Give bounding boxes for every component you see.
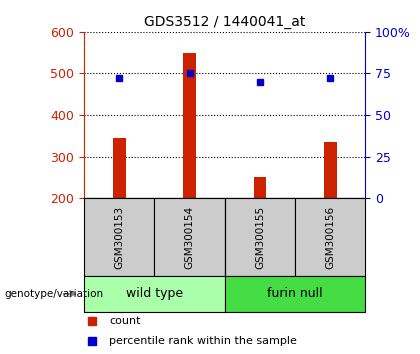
Bar bbox=[183, 53, 196, 198]
Text: wild type: wild type bbox=[126, 287, 183, 300]
Bar bbox=[295, 198, 365, 276]
Text: genotype/variation: genotype/variation bbox=[4, 289, 103, 299]
Bar bbox=[84, 198, 155, 276]
Text: GSM300153: GSM300153 bbox=[114, 206, 124, 269]
Text: GSM300154: GSM300154 bbox=[184, 206, 194, 269]
Text: count: count bbox=[109, 316, 141, 326]
Bar bbox=[84, 276, 225, 312]
Bar bbox=[254, 177, 266, 198]
Bar bbox=[324, 142, 336, 198]
Text: GSM300155: GSM300155 bbox=[255, 206, 265, 269]
Text: percentile rank within the sample: percentile rank within the sample bbox=[109, 336, 297, 346]
Title: GDS3512 / 1440041_at: GDS3512 / 1440041_at bbox=[144, 16, 305, 29]
Bar bbox=[225, 198, 295, 276]
Bar bbox=[155, 198, 225, 276]
Text: GSM300156: GSM300156 bbox=[325, 206, 335, 269]
Bar bbox=[225, 276, 365, 312]
Text: furin null: furin null bbox=[267, 287, 323, 300]
Bar bbox=[113, 138, 126, 198]
